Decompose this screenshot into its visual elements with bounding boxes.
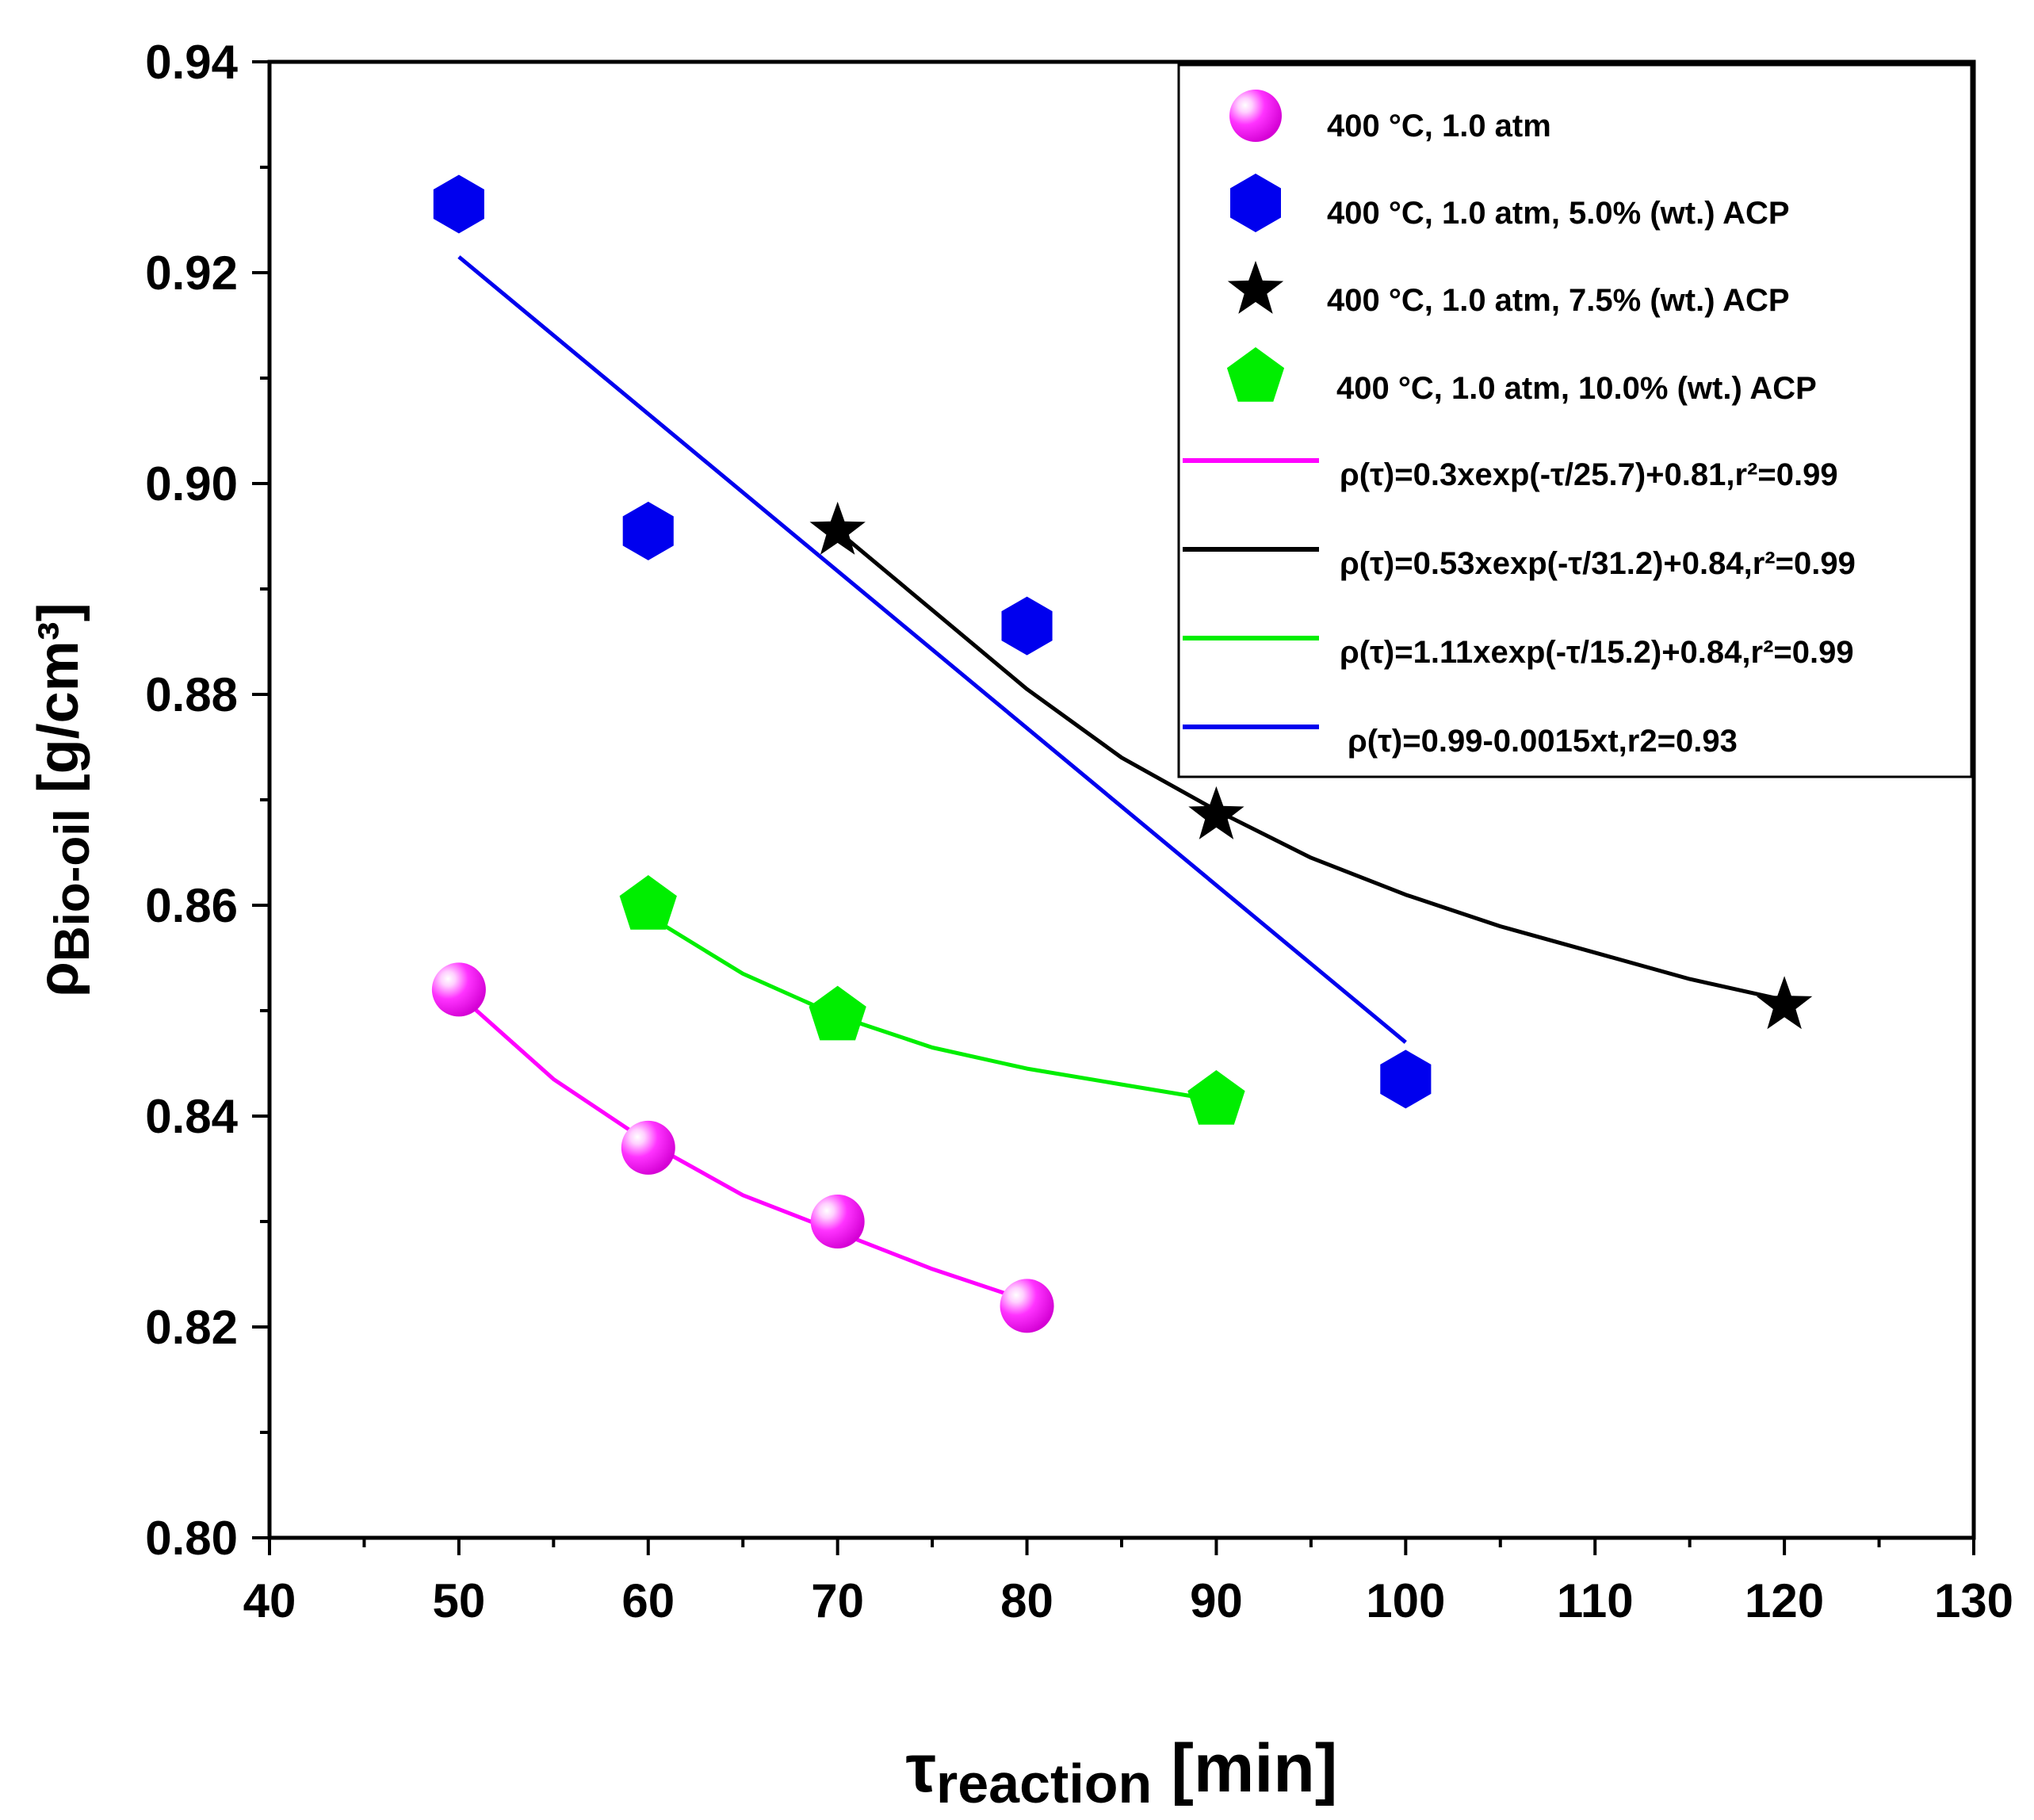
y-axis-title-unit: [g/cm³] [27, 602, 90, 809]
fit-line-3 [457, 255, 1407, 1044]
legend-entry-fit-1: ρ(τ)=0.53xexp(-τ/31.2)+0.84,r²=0.99 [1183, 546, 1856, 581]
legend-label-series-1: 400 °C, 1.0 atm, 5.0% (wt.) ACP [1327, 196, 1790, 231]
x-tick-label: 70 [811, 1574, 864, 1627]
fit-line-0 [457, 993, 1028, 1303]
x-axis-title-sub: reaction [936, 1753, 1152, 1814]
legend-entry-fit-0: ρ(τ)=0.3xexp(-τ/25.7)+0.81,r²=0.99 [1183, 457, 1838, 492]
legend-label-series-2: 400 °C, 1.0 atm, 7.5% (wt.) ACP [1327, 283, 1790, 318]
legend-label-fit-2: ρ(τ)=1.11xexp(-τ/15.2)+0.84,r²=0.99 [1340, 635, 1854, 670]
x-tick-label: 60 [621, 1574, 675, 1627]
y-tick-label: 0.94 [145, 36, 238, 89]
y-axis-ticks [252, 60, 270, 1539]
data-point-star [1756, 976, 1813, 1030]
legend-entry-series-2: 400 °C, 1.0 atm, 7.5% (wt.) ACP [1227, 261, 1790, 318]
x-axis-tick-labels: 40 50 60 70 80 90 100 110 120 130 [243, 1574, 2013, 1627]
y-tick-label: 0.86 [145, 879, 238, 932]
legend-label-series-0: 400 °C, 1.0 atm [1327, 109, 1551, 143]
x-tick-label: 90 [1190, 1574, 1243, 1627]
x-tick-label: 110 [1557, 1574, 1634, 1627]
y-tick-label: 0.92 [145, 247, 238, 300]
legend-marker-hexagon [1230, 174, 1281, 232]
y-axis-title: ρBio-oil [g/cm³] [27, 602, 100, 996]
y-axis-tick-labels: 0.80 0.82 0.84 0.86 0.88 0.90 0.92 0.94 [145, 36, 238, 1565]
data-point-pentagon [1187, 1070, 1245, 1125]
legend-entry-series-1: 400 °C, 1.0 atm, 5.0% (wt.) ACP [1230, 174, 1790, 232]
data-point-sphere [431, 962, 486, 1017]
fit-line-2 [647, 914, 1217, 1103]
y-tick-label: 0.82 [145, 1301, 238, 1354]
legend-label-fit-1: ρ(τ)=0.53xexp(-τ/31.2)+0.84,r²=0.99 [1340, 546, 1856, 581]
data-point-hexagon [433, 174, 484, 234]
data-point-hexagon [622, 501, 674, 560]
legend: 400 °C, 1.0 atm 400 °C, 1.0 atm, 5.0% (w… [1177, 63, 1973, 778]
data-point-pentagon [809, 985, 866, 1041]
x-tick-label: 50 [433, 1574, 486, 1627]
legend-entry-series-0: 400 °C, 1.0 atm [1229, 90, 1551, 143]
x-tick-label: 120 [1745, 1574, 1824, 1627]
data-point-hexagon [1001, 596, 1053, 656]
legend-entry-fit-2: ρ(τ)=1.11xexp(-τ/15.2)+0.84,r²=0.99 [1183, 635, 1854, 670]
y-tick-label: 0.90 [145, 457, 238, 510]
x-tick-label: 130 [1934, 1574, 2013, 1627]
legend-label-fit-0: ρ(τ)=0.3xexp(-τ/25.7)+0.81,r²=0.99 [1340, 457, 1838, 492]
data-point-sphere [621, 1120, 675, 1175]
data-point-star [809, 501, 866, 555]
legend-entry-series-3: 400 °C, 1.0 atm, 10.0% (wt.) ACP [1226, 347, 1817, 406]
data-point-sphere [1000, 1279, 1054, 1333]
fit-line-1 [836, 529, 1785, 1003]
data-markers [431, 174, 1813, 1333]
x-axis-title: τreaction [min] [906, 1730, 1338, 1814]
data-point-hexagon [1380, 1050, 1432, 1109]
x-tick-label: 80 [1000, 1574, 1053, 1627]
y-tick-label: 0.80 [145, 1512, 238, 1565]
y-tick-label: 0.84 [145, 1090, 238, 1143]
x-tick-label: 40 [243, 1574, 296, 1627]
fit-lines [457, 255, 1785, 1303]
legend-marker-star [1227, 261, 1284, 314]
legend-label-fit-3: ρ(τ)=0.99-0.0015xt,r2=0.93 [1348, 724, 1738, 759]
y-tick-label: 0.88 [145, 668, 238, 721]
legend-entry-fit-3: ρ(τ)=0.99-0.0015xt,r2=0.93 [1183, 724, 1738, 759]
data-point-sphere [810, 1195, 865, 1248]
legend-marker-pentagon [1226, 347, 1285, 402]
data-point-star [1188, 786, 1244, 839]
x-axis-ticks [268, 1538, 1975, 1555]
legend-box [1177, 63, 1973, 778]
data-point-pentagon [619, 875, 677, 930]
x-axis-title-unit: [min] [1152, 1730, 1337, 1807]
x-tick-label: 100 [1366, 1574, 1445, 1627]
y-axis-title-sub: Bio-oil [45, 809, 100, 962]
x-axis-title-main: τ [906, 1730, 936, 1807]
y-axis-title-main: ρ [27, 962, 90, 997]
legend-label-series-3: 400 °C, 1.0 atm, 10.0% (wt.) ACP [1336, 371, 1817, 406]
legend-marker-sphere [1229, 90, 1282, 142]
